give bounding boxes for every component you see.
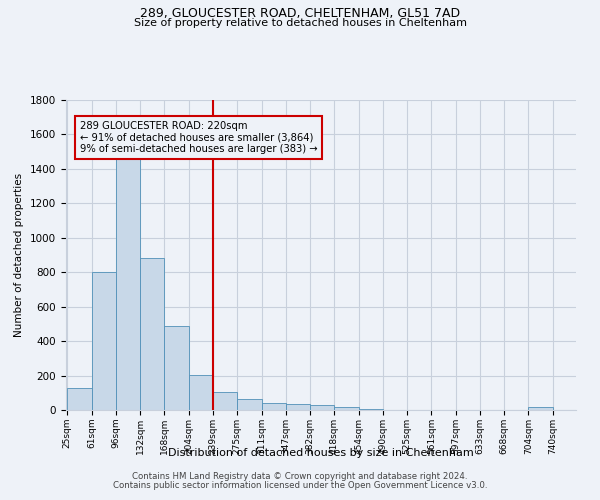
Text: 289, GLOUCESTER ROAD, CHELTENHAM, GL51 7AD: 289, GLOUCESTER ROAD, CHELTENHAM, GL51 7… [140,8,460,20]
Y-axis label: Number of detached properties: Number of detached properties [14,173,25,337]
Bar [189,374,214,410]
Bar [67,388,92,410]
Bar [286,404,310,410]
Bar [359,409,383,410]
Bar [262,403,286,410]
Bar [164,326,189,410]
Bar [140,258,164,410]
Bar [310,405,334,410]
Text: Size of property relative to detached houses in Cheltenham: Size of property relative to detached ho… [133,18,467,28]
Bar [92,272,116,410]
Text: Contains public sector information licensed under the Open Government Licence v3: Contains public sector information licen… [113,481,487,490]
Text: Contains HM Land Registry data © Crown copyright and database right 2024.: Contains HM Land Registry data © Crown c… [132,472,468,481]
Bar [334,408,359,410]
Text: Distribution of detached houses by size in Cheltenham: Distribution of detached houses by size … [168,448,474,458]
Text: 289 GLOUCESTER ROAD: 220sqm
← 91% of detached houses are smaller (3,864)
9% of s: 289 GLOUCESTER ROAD: 220sqm ← 91% of det… [80,120,317,154]
Bar [212,392,237,410]
Bar [237,399,262,410]
Bar [529,406,553,410]
Bar [116,154,140,410]
